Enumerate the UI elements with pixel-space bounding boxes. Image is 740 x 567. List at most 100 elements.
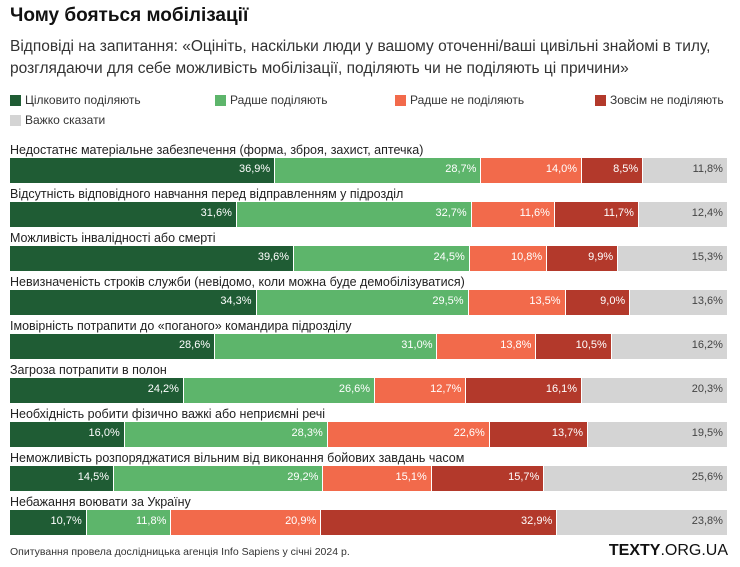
legend-item: Зовсім не поділяють <box>595 93 724 107</box>
bar-segment: 39,6% <box>10 246 295 271</box>
data-label: 16,2% <box>691 339 723 351</box>
category-label: Імовірність потрапити до «поганого» кома… <box>10 319 352 333</box>
bar-segment: 14,0% <box>481 158 583 183</box>
data-label: 32,9% <box>521 515 553 527</box>
data-label: 19,5% <box>691 427 723 439</box>
data-label: 16,0% <box>88 427 120 439</box>
data-label: 28,7% <box>445 163 477 175</box>
stacked-bar: 31,6% 32,7% 11,6% 11,7% 12,4% <box>10 202 728 227</box>
bar-segment: 13,5% <box>468 290 566 315</box>
data-label: 31,0% <box>401 339 433 351</box>
data-label: 14,0% <box>545 163 578 175</box>
data-label: 9,0% <box>600 295 626 307</box>
data-label: 13,7% <box>551 427 584 439</box>
data-label: 36,9% <box>239 163 271 175</box>
bar-segment: 28,6% <box>10 334 216 359</box>
data-label: 12,7% <box>430 383 462 395</box>
legend-label: Радше не поділяють <box>410 93 525 107</box>
bar-segment: 9,9% <box>547 246 619 271</box>
data-label: 29,2% <box>287 471 319 483</box>
bar-segment: 11,8% <box>86 510 172 535</box>
bar-segment: 20,3% <box>582 378 728 403</box>
legend-item: Цілковито поділяють <box>10 93 141 107</box>
data-label: 26,6% <box>338 383 371 395</box>
bar-segment: 22,6% <box>327 422 490 447</box>
bar-segment: 24,5% <box>294 246 470 271</box>
data-label: 31,6% <box>200 207 232 219</box>
data-label: 25,6% <box>691 471 723 483</box>
data-label: 13,5% <box>529 295 561 307</box>
bar-segment: 19,5% <box>588 422 728 447</box>
legend-swatch <box>10 114 21 126</box>
bar-segment: 10,7% <box>10 510 87 535</box>
footer-source: Опитування провела дослідницька агенція … <box>10 546 350 558</box>
bar-segment: 8,5% <box>582 158 644 183</box>
category-label: Відсутність відповідного навчання перед … <box>10 187 404 201</box>
data-label: 20,9% <box>285 515 317 527</box>
stacked-bar: 10,7% 11,8% 20,9% 32,9% 23,8% <box>10 510 728 535</box>
bar-segment: 28,7% <box>275 158 482 183</box>
bar-segment: 36,9% <box>10 158 276 183</box>
data-label: 34,3% <box>220 295 252 307</box>
data-label: 28,6% <box>178 339 211 351</box>
bar-segment: 13,8% <box>437 334 537 359</box>
bar-segment: 12,7% <box>375 378 467 403</box>
bar-segment: 20,9% <box>171 510 322 535</box>
data-label: 11,7% <box>603 207 634 219</box>
legend-label: Цілковито поділяють <box>25 93 141 107</box>
data-label: 29,5% <box>432 295 464 307</box>
bar-segment: 9,0% <box>565 290 631 315</box>
data-label: 10,5% <box>575 339 607 351</box>
category-label: Необхідність робити фізично важкі або не… <box>10 407 326 421</box>
bar-segment: 16,1% <box>466 378 583 403</box>
data-label: 39,6% <box>257 251 290 263</box>
stacked-bar: 14,5% 29,2% 15,1% 15,7% 25,6% <box>10 466 728 491</box>
data-label: 8,5% <box>613 163 639 175</box>
data-label: 11,8% <box>692 163 723 175</box>
stacked-bar: 24,2% 26,6% 12,7% 16,1% 20,3% <box>10 378 728 403</box>
bar-segment: 34,3% <box>10 290 257 315</box>
stacked-bar: 28,6% 31,0% 13,8% 10,5% 16,2% <box>10 334 728 359</box>
bar-segment: 13,7% <box>489 422 589 447</box>
legend-swatch <box>395 94 406 106</box>
legend-item: Радше не поділяють <box>395 93 524 107</box>
data-label: 14,5% <box>77 471 109 483</box>
stacked-bar: 36,9% 28,7% 14,0% 8,5% 11,8% <box>10 158 728 183</box>
data-label: 10,8% <box>511 251 543 263</box>
chart-subtitle: Відповіді на запитання: «Оцініть, наскіл… <box>10 38 711 77</box>
bar-segment: 15,1% <box>323 466 432 491</box>
category-label: Неможливість розпоряджатися вільним від … <box>10 451 465 465</box>
bar-segment: 16,2% <box>611 334 728 359</box>
data-label: 13,8% <box>500 339 532 351</box>
category-label: Загроза потрапити в полон <box>10 363 167 377</box>
stacked-bar: 34,3% 29,5% 13,5% 9,0% 13,6% <box>10 290 728 315</box>
data-label: 22,6% <box>453 427 485 439</box>
data-label: 11,8% <box>135 515 167 527</box>
data-label: 15,3% <box>691 251 723 263</box>
chart-title: Чому бояться мобілізації <box>10 5 249 26</box>
bar-segment: 13,6% <box>630 290 728 315</box>
category-label: Невизначеність строків служби (невідомо,… <box>10 275 465 289</box>
data-label: 32,7% <box>435 207 467 219</box>
data-label: 10,7% <box>50 515 82 527</box>
bar-segment: 32,9% <box>321 510 558 535</box>
bar-segment: 25,6% <box>544 466 728 491</box>
stacked-bar: 16,0% 28,3% 22,6% 13,7% 19,5% <box>10 422 728 447</box>
legend-swatch <box>215 94 226 106</box>
bar-segment: 16,0% <box>10 422 125 447</box>
data-label: 20,3% <box>691 383 723 395</box>
legend-swatch <box>595 94 606 106</box>
bar-segment: 24,2% <box>10 378 184 403</box>
bar-segment: 31,6% <box>10 202 237 227</box>
data-label: 24,5% <box>433 251 465 263</box>
category-label: Можливість інвалідності або смерті <box>10 231 216 245</box>
data-label: 23,8% <box>691 515 723 527</box>
bar-segment: 23,8% <box>557 510 728 535</box>
data-label: 28,3% <box>291 427 323 439</box>
bar-segment: 11,6% <box>471 202 555 227</box>
bar-segment: 31,0% <box>215 334 438 359</box>
bar-segment: 28,3% <box>124 422 328 447</box>
bar-segment: 29,2% <box>114 466 324 491</box>
bar-segment: 10,8% <box>469 246 548 271</box>
